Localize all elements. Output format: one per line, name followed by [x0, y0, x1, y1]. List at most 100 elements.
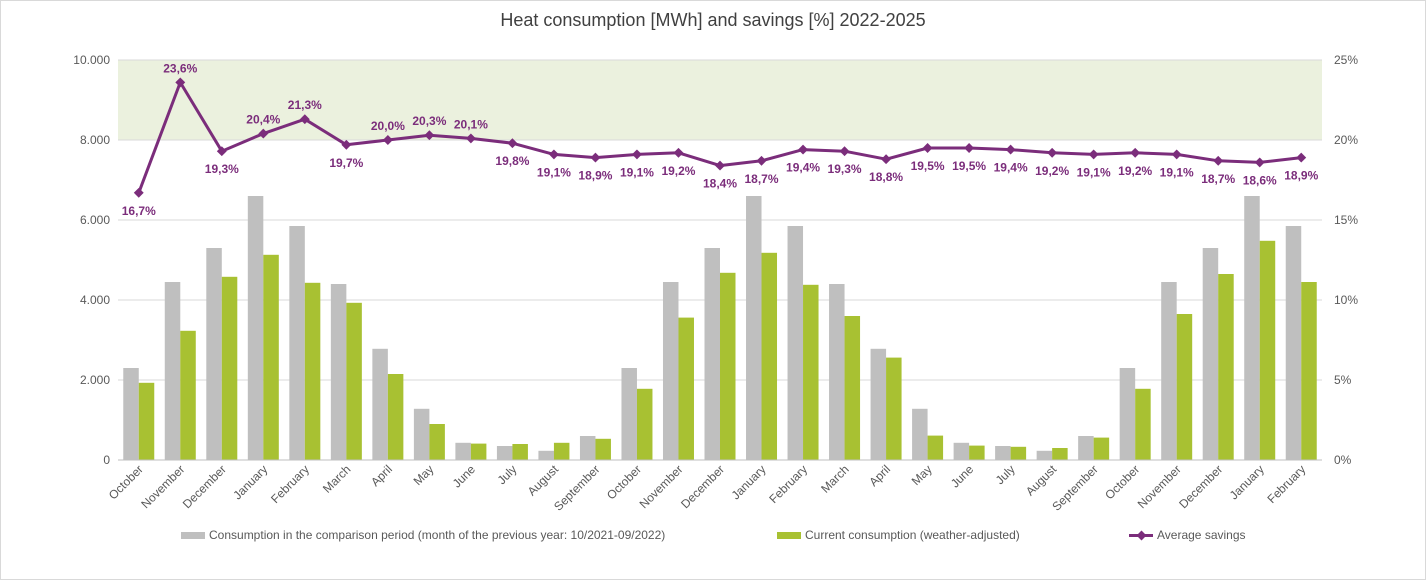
- x-tick-label: November: [1135, 462, 1184, 511]
- savings-marker: [922, 143, 933, 153]
- legend-swatch-current: [777, 531, 801, 539]
- x-tick-label: October: [604, 462, 644, 502]
- x-tick-label: December: [1176, 462, 1225, 511]
- x-tick-label: December: [678, 462, 727, 511]
- savings-data-label: 21,3%: [288, 98, 322, 112]
- bar-current: [969, 445, 985, 460]
- y-left-tick-label: 0: [103, 453, 110, 467]
- y-right-tick-label: 20%: [1334, 133, 1358, 147]
- savings-marker: [216, 146, 227, 157]
- savings-marker: [507, 138, 518, 149]
- bar-comparison: [372, 348, 388, 460]
- x-tick-label: August: [525, 462, 562, 499]
- bar-current: [512, 444, 528, 460]
- x-tick-label: March: [320, 462, 353, 495]
- x-tick-label: March: [818, 462, 851, 495]
- bar-comparison: [787, 226, 804, 460]
- savings-data-label: 20,4%: [246, 113, 280, 127]
- bar-current: [886, 357, 902, 460]
- x-tick-label: August: [1023, 462, 1060, 499]
- chart-title: Heat consumption [MWh] and savings [%] 2…: [500, 10, 926, 30]
- savings-marker: [1296, 152, 1307, 163]
- bar-comparison: [995, 446, 1011, 460]
- savings-data-label: 19,5%: [911, 159, 945, 173]
- savings-marker: [673, 147, 684, 158]
- bar-comparison: [247, 196, 264, 460]
- savings-marker: [1088, 149, 1099, 160]
- savings-marker: [1171, 149, 1182, 160]
- bar-comparison: [1078, 436, 1094, 460]
- savings-data-label: 19,2%: [661, 164, 695, 178]
- bar-current: [1176, 314, 1193, 460]
- x-tick-label: November: [637, 462, 686, 511]
- legend-swatch-comparison: [181, 531, 205, 539]
- savings-data-label: 18,8%: [869, 170, 903, 184]
- savings-marker: [1130, 147, 1141, 158]
- savings-data-label: 18,7%: [1201, 172, 1235, 186]
- savings-data-label: 19,1%: [1077, 165, 1111, 179]
- x-tick-label: April: [368, 462, 395, 489]
- savings-data-label: 20,1%: [454, 117, 488, 131]
- bar-comparison: [413, 408, 430, 460]
- x-tick-label: June: [450, 462, 479, 491]
- bar-comparison: [870, 348, 887, 460]
- bar-comparison: [289, 226, 305, 460]
- savings-data-label: 19,1%: [537, 165, 571, 179]
- savings-data-label: 18,7%: [745, 172, 779, 186]
- legend-item-current: Current consumption (weather-adjusted): [777, 527, 1020, 543]
- bar-comparison: [704, 248, 720, 460]
- y-right-tick-label: 10%: [1334, 293, 1358, 307]
- x-tick-label: February: [1264, 462, 1308, 506]
- bar-comparison: [123, 368, 139, 460]
- bar-current: [636, 388, 653, 460]
- savings-data-label: 16,7%: [122, 204, 156, 218]
- y-right-tick-label: 5%: [1334, 373, 1352, 387]
- savings-data-label: 18,9%: [1284, 169, 1318, 183]
- bar-current: [1135, 388, 1151, 460]
- savings-marker: [258, 128, 269, 139]
- savings-data-label: 19,4%: [786, 161, 820, 175]
- y-left-tick-label: 10.000: [73, 53, 110, 67]
- bar-comparison: [538, 450, 554, 460]
- bar-current: [1301, 282, 1317, 460]
- savings-marker: [382, 135, 393, 145]
- bar-current: [1052, 448, 1068, 460]
- savings-data-label: 19,2%: [1118, 164, 1152, 178]
- savings-marker: [341, 139, 352, 150]
- bar-current: [720, 272, 736, 460]
- bar-comparison: [829, 284, 845, 460]
- savings-marker: [756, 155, 767, 166]
- bar-comparison: [1285, 226, 1302, 460]
- savings-marker: [632, 149, 642, 160]
- bar-comparison: [1036, 450, 1053, 460]
- x-tick-label: April: [866, 462, 893, 489]
- bar-comparison: [330, 284, 347, 460]
- bar-comparison: [206, 248, 222, 460]
- legend-item-comparison: Consumption in the comparison period (mo…: [181, 527, 665, 543]
- savings-data-label: 19,1%: [1160, 165, 1194, 179]
- savings-marker: [465, 133, 476, 144]
- x-tick-label: May: [411, 462, 437, 488]
- x-tick-label: December: [180, 462, 229, 511]
- bar-comparison: [662, 282, 679, 460]
- bar-current: [844, 316, 861, 460]
- savings-data-label: 19,7%: [329, 156, 363, 170]
- bar-current: [387, 374, 404, 460]
- bar-current: [429, 424, 445, 460]
- x-tick-label: June: [948, 462, 977, 491]
- bar-current: [678, 317, 694, 460]
- savings-marker: [133, 187, 144, 198]
- x-tick-label: September: [1049, 462, 1100, 513]
- savings-data-label: 19,4%: [994, 161, 1028, 175]
- savings-marker: [175, 77, 186, 88]
- bar-current: [221, 276, 238, 460]
- savings-marker: [881, 154, 892, 165]
- bar-current: [263, 254, 279, 460]
- x-tick-label: October: [106, 462, 146, 502]
- savings-marker: [839, 146, 850, 157]
- savings-marker: [424, 130, 435, 141]
- bar-current: [180, 330, 196, 460]
- x-tick-label: October: [1102, 462, 1142, 502]
- bar-comparison: [746, 196, 762, 460]
- savings-marker: [1005, 144, 1016, 155]
